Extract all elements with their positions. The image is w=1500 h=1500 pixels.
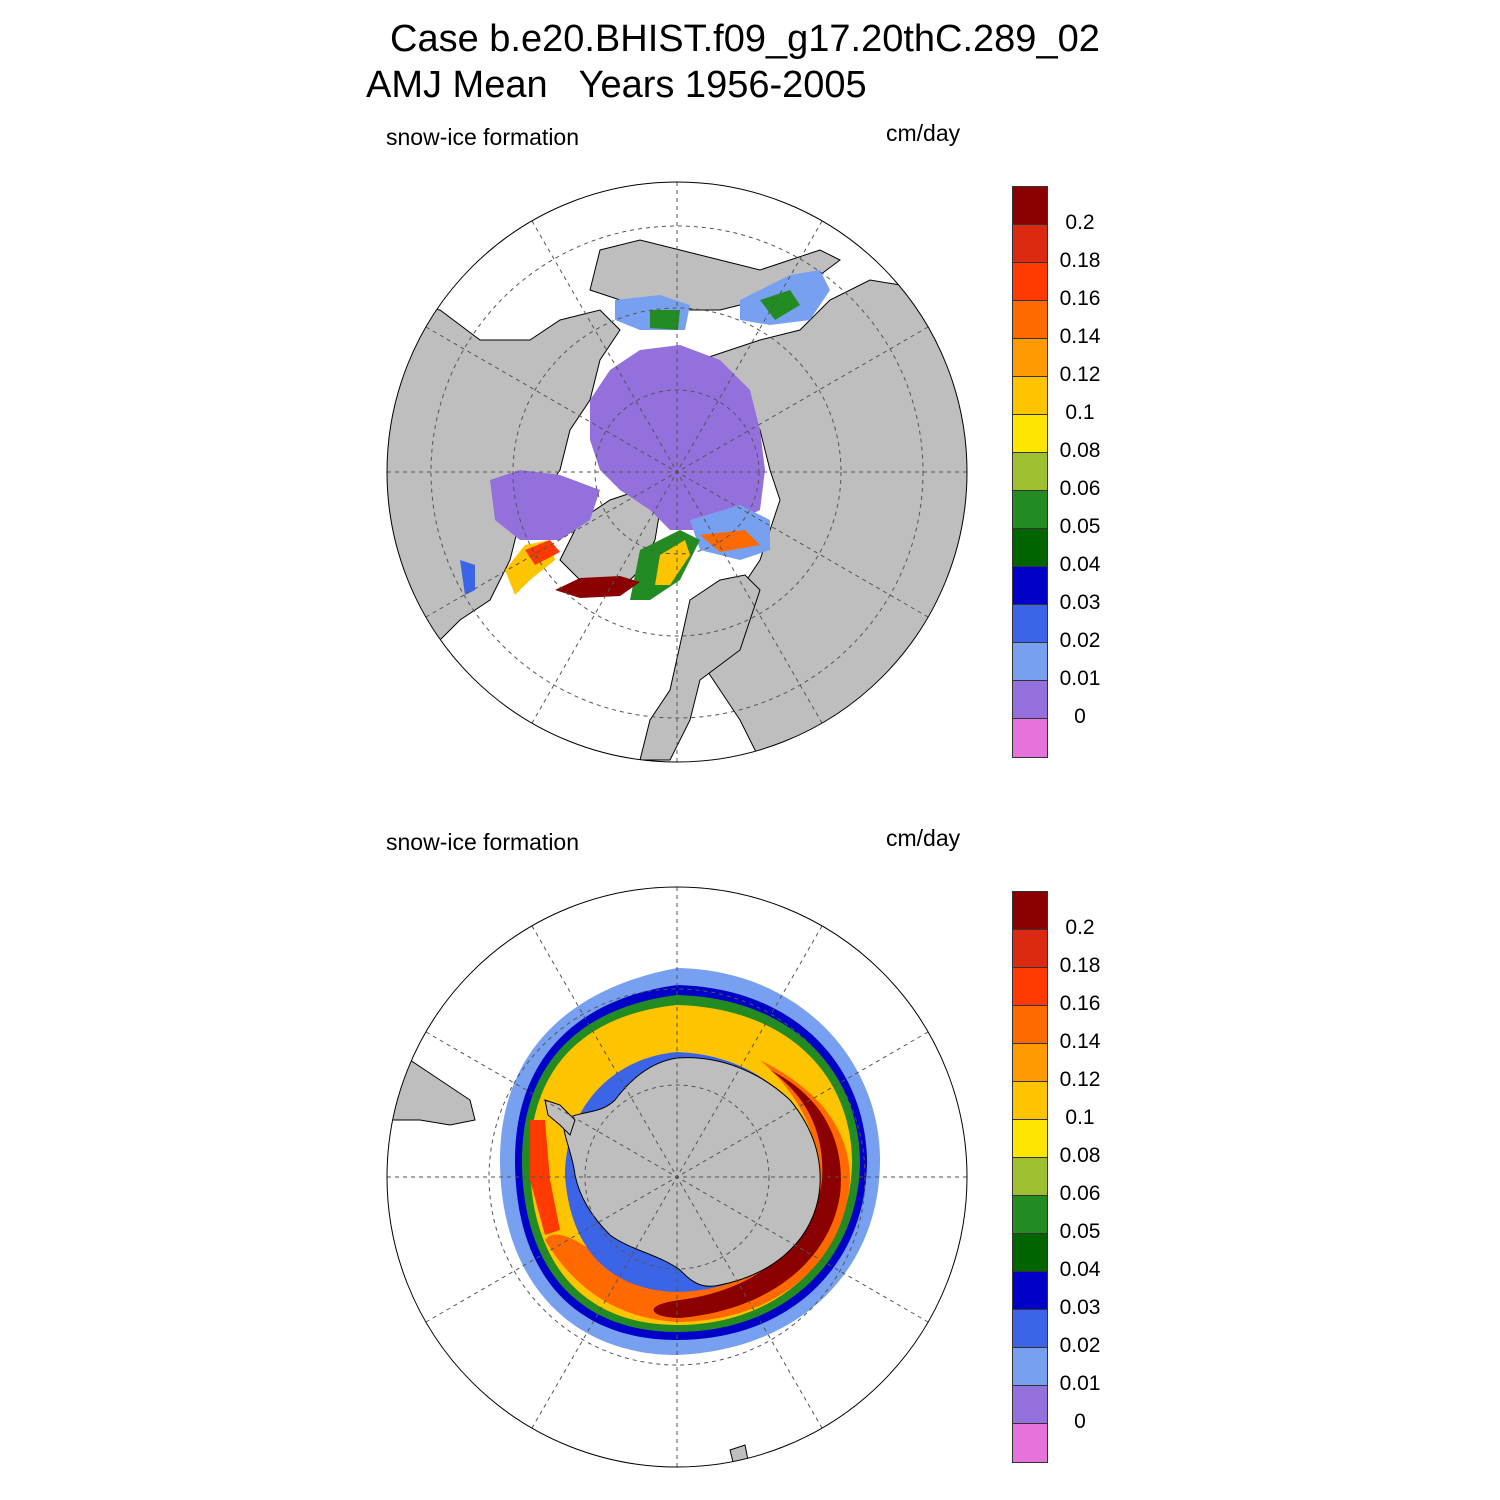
colorbar-label: 0.04 xyxy=(1059,1258,1101,1281)
colorbar-swatch xyxy=(1013,1348,1047,1386)
southern-ring-red-west xyxy=(530,1120,560,1235)
colorbar-swatch xyxy=(1013,529,1047,567)
title-case: Case b.e20.BHIST.f09_g17.20thC.289_02 xyxy=(390,18,1100,60)
north-america-land xyxy=(387,299,621,641)
arctic-graticule xyxy=(387,182,967,762)
antarctic-map xyxy=(387,887,967,1467)
okhotsk-sea-ice-core xyxy=(760,290,800,320)
colorbar-swatch xyxy=(1013,491,1047,529)
colorbar-swatch xyxy=(1013,643,1047,681)
colorbar-swatch xyxy=(1013,263,1047,301)
eurasia-land xyxy=(699,279,967,761)
colorbar-swatch xyxy=(1013,339,1047,377)
colorbar-label: 0.16 xyxy=(1059,992,1101,1015)
south-variable-label: snow-ice formation xyxy=(386,829,580,855)
colorbar-swatch xyxy=(1013,719,1047,757)
colorbar-swatch xyxy=(1013,1196,1047,1234)
colorbar-swatch xyxy=(1013,1158,1047,1196)
colorbar-swatch xyxy=(1013,567,1047,605)
southern-ring-max xyxy=(653,1070,841,1318)
barents-sea-ice-core xyxy=(700,530,760,552)
colorbar-label: 0.03 xyxy=(1059,591,1101,614)
colorbar-label: 0.01 xyxy=(1059,1372,1101,1395)
colorbar-swatch xyxy=(1013,1424,1047,1462)
antarctic-map-border xyxy=(386,886,968,1468)
north-colorbar xyxy=(1012,186,1048,758)
colorbar-swatch xyxy=(1013,1234,1047,1272)
antarctic-graticule xyxy=(387,887,967,1467)
colorbar-label: 0.04 xyxy=(1059,553,1101,576)
baffin-sea-ice-edge xyxy=(525,540,560,565)
colorbar-label: 0.14 xyxy=(1059,1030,1101,1053)
colorbar-swatch xyxy=(1013,1082,1047,1120)
title-period: AMJ Mean Years 1956-2005 xyxy=(366,64,867,106)
north-american-coast-ice xyxy=(460,560,475,595)
colorbar-label: 0.03 xyxy=(1059,1296,1101,1319)
bering-sea-ice-core xyxy=(650,310,680,330)
colorbar-label: 0.05 xyxy=(1059,515,1101,538)
arctic-map xyxy=(387,182,967,762)
colorbar-label: 0 xyxy=(1074,705,1086,728)
colorbar-swatch xyxy=(1013,1386,1047,1424)
colorbar-label: 0.1 xyxy=(1065,1106,1095,1129)
south-units-label: cm/day xyxy=(886,825,961,851)
colorbar-swatch xyxy=(1013,301,1047,339)
colorbar-swatch xyxy=(1013,1044,1047,1082)
north-units-label: cm/day xyxy=(886,120,961,146)
colorbar-swatch xyxy=(1013,377,1047,415)
colorbar-swatch xyxy=(1013,968,1047,1006)
arctic-map-border xyxy=(386,181,968,763)
europe-land xyxy=(639,574,761,761)
colorbar-label: 0 xyxy=(1074,1410,1086,1433)
antarctica-land xyxy=(563,1057,821,1287)
antarctic-peninsula-land xyxy=(544,1099,576,1136)
colorbar-label: 0.05 xyxy=(1059,1220,1101,1243)
colorbar-swatch xyxy=(1013,605,1047,643)
north-variable-label: snow-ice formation xyxy=(386,124,580,150)
colorbar-label: 0.1 xyxy=(1065,401,1095,424)
colorbar-label: 0.14 xyxy=(1059,325,1101,348)
colorbar-label: 0.01 xyxy=(1059,667,1101,690)
colorbar-label: 0.06 xyxy=(1059,1182,1101,1205)
colorbar-swatch xyxy=(1013,681,1047,719)
colorbar-swatch xyxy=(1013,930,1047,968)
colorbar-label: 0.12 xyxy=(1059,363,1101,386)
colorbar-label: 0.08 xyxy=(1059,1144,1101,1167)
colorbar-label: 0.2 xyxy=(1065,916,1095,939)
labrador-sea-ice xyxy=(555,576,640,598)
greenland-sea-ice-high xyxy=(655,540,690,585)
colorbar-label: 0.02 xyxy=(1059,629,1101,652)
colorbar-swatch xyxy=(1013,892,1047,930)
colorbar-label: 0.18 xyxy=(1059,249,1101,272)
south-colorbar xyxy=(1012,891,1048,1463)
colorbar-swatch xyxy=(1013,225,1047,263)
colorbar-swatch xyxy=(1013,415,1047,453)
colorbar-swatch xyxy=(1013,1310,1047,1348)
colorbar-label: 0.06 xyxy=(1059,477,1101,500)
colorbar-swatch xyxy=(1013,1120,1047,1158)
hudson-bay-ice xyxy=(490,470,600,540)
colorbar-label: 0.2 xyxy=(1065,211,1095,234)
colorbar-label: 0.08 xyxy=(1059,439,1101,462)
colorbar-label: 0.02 xyxy=(1059,1334,1101,1357)
arctic-ice-low xyxy=(590,345,765,530)
colorbar-label: 0.16 xyxy=(1059,287,1101,310)
colorbar-swatch xyxy=(1013,187,1047,225)
colorbar-label: 0.12 xyxy=(1059,1068,1101,1091)
colorbar-swatch xyxy=(1013,1272,1047,1310)
colorbar-swatch xyxy=(1013,453,1047,491)
colorbar-swatch xyxy=(1013,1006,1047,1044)
colorbar-label: 0.18 xyxy=(1059,954,1101,977)
